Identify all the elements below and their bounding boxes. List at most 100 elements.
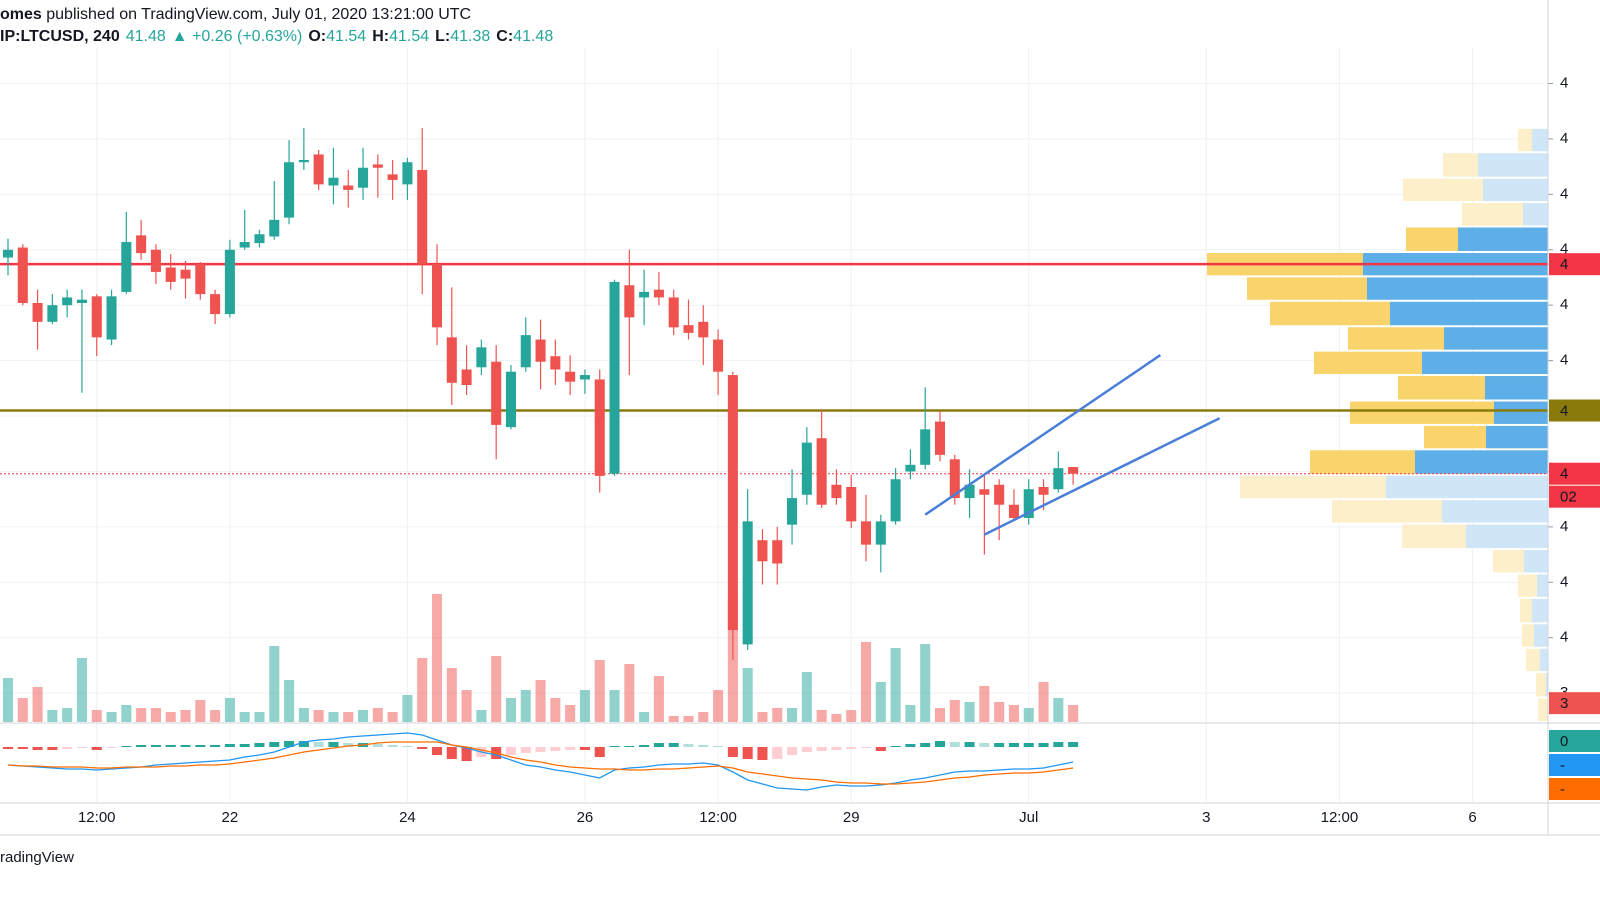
candle-body [1008, 504, 1019, 519]
macd-histogram [165, 745, 176, 747]
candle-body [994, 484, 1005, 505]
profile-up [1540, 648, 1548, 672]
volume-bar [653, 676, 664, 722]
profile-up [1486, 425, 1548, 449]
profile-down [1403, 178, 1483, 202]
symbol: IP:LTCUSD, 240 [0, 28, 120, 45]
candle-body [890, 479, 901, 522]
candle-body [62, 297, 73, 306]
macd-histogram [62, 747, 73, 749]
macd-histogram [431, 747, 443, 755]
profile-down [1526, 648, 1540, 672]
candle-body [91, 296, 102, 338]
macd-histogram [875, 747, 886, 751]
macd-histogram [565, 747, 576, 750]
candle-body [846, 486, 857, 522]
profile-down [1270, 301, 1390, 326]
candle-body [875, 521, 886, 545]
profile-up [1466, 524, 1548, 549]
candle-body [934, 421, 946, 455]
profile-down [1310, 450, 1415, 474]
volume-bar [313, 710, 324, 722]
candle-body [579, 375, 590, 380]
volume-bar [165, 712, 176, 722]
macd-histogram [136, 745, 147, 747]
profile-up [1386, 475, 1548, 499]
volume-bar [180, 710, 191, 722]
symbol-line: IP:LTCUSD, 240 41.48 ▲ +0.26 (+0.63%) O:41.… [0, 28, 553, 45]
ohlc-value: 41.54 [326, 28, 366, 45]
y-tick-label: 4 [1560, 352, 1568, 369]
candle-body [772, 540, 783, 564]
macd-histogram [1068, 742, 1079, 747]
line-marker-box [1549, 399, 1600, 422]
profile-up [1444, 327, 1548, 350]
profile-down [1462, 203, 1523, 226]
y-tick-label: 4 [1560, 185, 1568, 202]
volume-bar [106, 712, 117, 722]
candle-body [106, 296, 117, 340]
macd-histogram [801, 747, 812, 752]
macd-marker-label: 0 [1560, 733, 1568, 750]
macd-histogram [76, 747, 87, 748]
candle-body [32, 302, 43, 322]
volume-bar [875, 682, 886, 722]
volume-bar [1008, 705, 1019, 722]
macd-histogram [2, 747, 14, 749]
candle-body [639, 291, 650, 298]
profile-down [1247, 277, 1367, 300]
profile-up [1532, 128, 1548, 152]
macd-histogram [594, 747, 605, 757]
volume-bar [1053, 698, 1064, 722]
volume-bar [446, 668, 457, 722]
profile-down [1402, 524, 1466, 549]
trend-line [983, 417, 1221, 536]
candle-body [535, 339, 546, 362]
volume-bar [32, 687, 43, 722]
y-tick-label: 4 [1560, 573, 1568, 590]
volume-bar [1068, 705, 1079, 722]
last-price-label: 4 [1560, 466, 1568, 483]
macd-histogram [860, 747, 872, 748]
volume-bar [994, 702, 1005, 722]
profile-up [1483, 178, 1548, 202]
macd-histogram [387, 745, 398, 747]
volume-bar [668, 716, 679, 722]
candle-body [1068, 467, 1079, 474]
macd-histogram [979, 743, 990, 747]
profile-down [1443, 153, 1478, 177]
candle-body [343, 185, 354, 190]
y-tick-label: 4 [1560, 518, 1568, 535]
macd-histogram [639, 745, 650, 747]
macd-histogram [106, 747, 117, 748]
macd-histogram [934, 741, 946, 747]
candle-body [210, 294, 221, 315]
x-tick-label: 22 [222, 809, 239, 826]
candle-body [491, 361, 502, 425]
candle-body [831, 484, 842, 499]
macd-histogram [609, 746, 620, 747]
macd-histogram [964, 742, 975, 747]
macd-histogram [579, 747, 590, 750]
y-tick-label: 4 [1560, 74, 1568, 91]
macd-histogram [505, 747, 516, 755]
volume-bar [727, 598, 738, 722]
macd-histogram [180, 745, 191, 747]
published: published on TradingView.com, July 01, 2… [42, 6, 471, 23]
volume-bar [505, 698, 516, 722]
change: ▲ +0.26 (+0.63%) [172, 28, 303, 45]
volume-bar [787, 708, 798, 722]
candle-body [949, 459, 960, 499]
volume-bar [890, 648, 901, 722]
volume-bar [565, 705, 576, 722]
macd-histogram [1038, 743, 1049, 747]
candle-body [668, 297, 679, 328]
volume-bar [2, 678, 14, 722]
volume-bar [979, 686, 990, 722]
candle-body [816, 438, 827, 505]
candle-body [313, 154, 324, 185]
x-tick-label: 26 [577, 809, 594, 826]
volume-bar [284, 680, 295, 722]
